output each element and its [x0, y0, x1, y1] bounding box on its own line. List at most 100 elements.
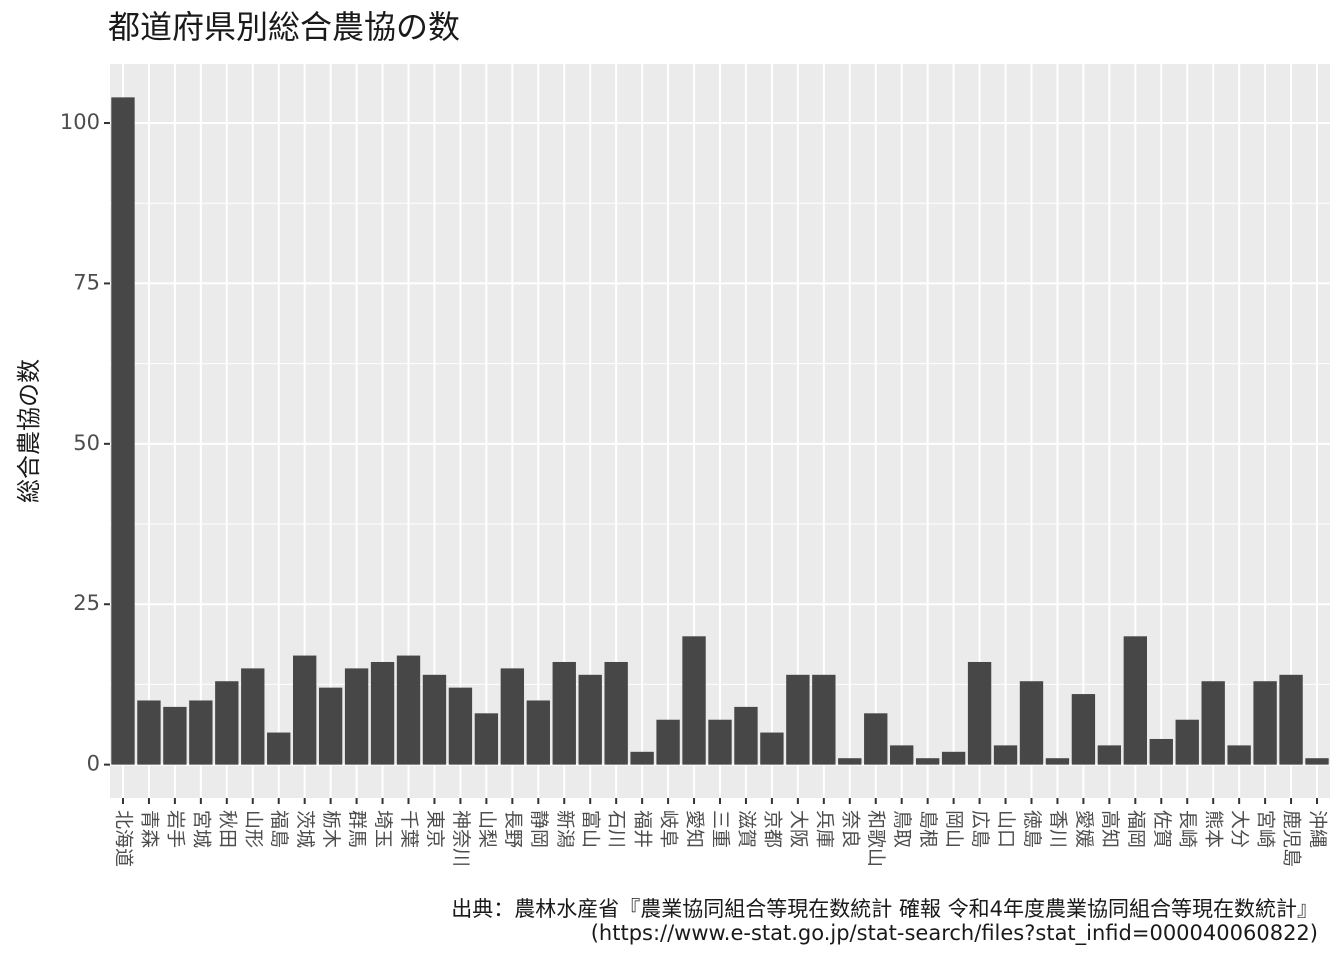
bar — [474, 713, 499, 765]
x-tick-label: 滋賀 — [735, 810, 757, 848]
bar — [293, 655, 317, 765]
bar — [241, 668, 265, 765]
bar — [1201, 681, 1225, 765]
bar — [370, 661, 395, 765]
x-tick-label: 鳥取 — [891, 810, 913, 848]
x-tick-label: 和歌山 — [865, 810, 887, 867]
x-tick-label: 埼玉 — [372, 810, 394, 848]
bar — [215, 681, 239, 765]
x-tick-label: 鹿児島 — [1281, 810, 1303, 867]
x-tick-label: 千葉 — [398, 810, 420, 848]
bar — [578, 674, 602, 765]
bar — [422, 674, 447, 765]
bar — [1045, 758, 1070, 765]
x-tick-label: 新潟 — [554, 810, 576, 848]
y-tick-label: 50 — [73, 431, 100, 455]
bar — [604, 661, 628, 765]
x-tick-label: 栃木 — [320, 810, 342, 848]
bar — [1149, 738, 1173, 765]
y-tick-label: 100 — [60, 110, 100, 134]
y-axis-label: 総合農協の数 — [15, 359, 43, 503]
x-tick-label: 宮城 — [190, 810, 212, 848]
bar — [1279, 674, 1303, 765]
bar — [734, 706, 758, 765]
bar — [1227, 745, 1251, 765]
x-tick-label: 富山 — [580, 810, 602, 848]
caption: 出典：農林水産省『農業協同組合等現在数統計 確報 令和4年度農業協同組合等現在数… — [451, 897, 1318, 921]
x-tick-label: 岡山 — [943, 810, 965, 848]
x-tick-label: 山口 — [995, 810, 1017, 848]
bar — [448, 687, 473, 765]
bar — [500, 668, 525, 765]
x-tick-label: 宮崎 — [1255, 810, 1277, 848]
bar — [838, 758, 862, 765]
x-tick-label: 長野 — [502, 810, 524, 848]
bar — [189, 700, 213, 765]
x-tick-label: 福岡 — [1125, 810, 1147, 848]
caption: (https://www.e-stat.go.jp/stat-search/fi… — [591, 921, 1318, 946]
bar — [267, 732, 291, 765]
bar — [708, 719, 732, 765]
bar — [526, 700, 550, 765]
y-tick-label: 25 — [73, 591, 100, 615]
x-tick-label: 福井 — [632, 810, 654, 848]
bar — [344, 668, 369, 765]
x-tick-label: 福島 — [268, 810, 290, 848]
bar — [941, 751, 966, 765]
bar — [786, 674, 810, 765]
x-tick-label: 茨城 — [294, 810, 316, 848]
x-tick-label: 神奈川 — [450, 810, 472, 867]
y-tick-label: 0 — [87, 752, 100, 776]
x-tick-label: 山梨 — [476, 810, 498, 848]
bar — [1019, 681, 1044, 765]
x-tick-label: 京都 — [761, 810, 783, 848]
bar — [890, 745, 914, 765]
chart-title: 都道府県別総合農協の数 — [108, 8, 460, 46]
bar — [760, 732, 784, 765]
x-tick-label: 兵庫 — [813, 810, 835, 848]
x-tick-label: 長崎 — [1177, 810, 1199, 848]
x-tick-label: 大分 — [1229, 810, 1251, 848]
x-tick-label: 岐阜 — [658, 810, 680, 848]
bar — [318, 687, 343, 765]
x-tick-label: 奈良 — [839, 810, 861, 848]
bar — [915, 758, 940, 765]
bar — [1305, 758, 1329, 765]
x-tick-label: 東京 — [424, 810, 446, 848]
x-tick-label: 青森 — [138, 810, 160, 848]
bar — [552, 661, 576, 765]
bar — [630, 751, 654, 765]
x-tick-label: 大阪 — [787, 810, 809, 848]
bar — [967, 661, 992, 765]
x-tick-label: 広島 — [969, 810, 991, 848]
x-tick-label: 佐賀 — [1151, 810, 1173, 848]
x-tick-label: 三重 — [710, 810, 732, 848]
bar — [137, 700, 161, 765]
x-tick-label: 沖縄 — [1307, 810, 1329, 848]
bar — [1175, 719, 1199, 765]
x-tick-label: 熊本 — [1203, 810, 1225, 848]
bar — [1253, 681, 1277, 765]
bar — [656, 719, 680, 765]
x-tick-label: 愛媛 — [1073, 810, 1095, 848]
bar — [682, 636, 706, 765]
bar — [1071, 694, 1096, 765]
bar — [396, 655, 421, 765]
x-tick-label: 山形 — [242, 810, 264, 848]
x-tick-label: 岩手 — [164, 810, 186, 848]
x-tick-label: 秋田 — [216, 810, 238, 848]
x-tick-label: 愛知 — [684, 810, 706, 848]
bar — [1123, 636, 1147, 765]
x-tick-label: 北海道 — [112, 810, 134, 867]
bar — [111, 97, 135, 765]
x-tick-label: 石川 — [606, 810, 628, 848]
x-tick-label: 香川 — [1047, 810, 1069, 848]
x-tick-label: 徳島 — [1021, 810, 1043, 848]
bar — [812, 674, 836, 765]
bar — [993, 745, 1018, 765]
x-tick-label: 高知 — [1099, 810, 1121, 848]
bar — [163, 706, 187, 765]
x-tick-label: 群馬 — [346, 810, 368, 848]
x-tick-label: 静岡 — [528, 810, 550, 848]
